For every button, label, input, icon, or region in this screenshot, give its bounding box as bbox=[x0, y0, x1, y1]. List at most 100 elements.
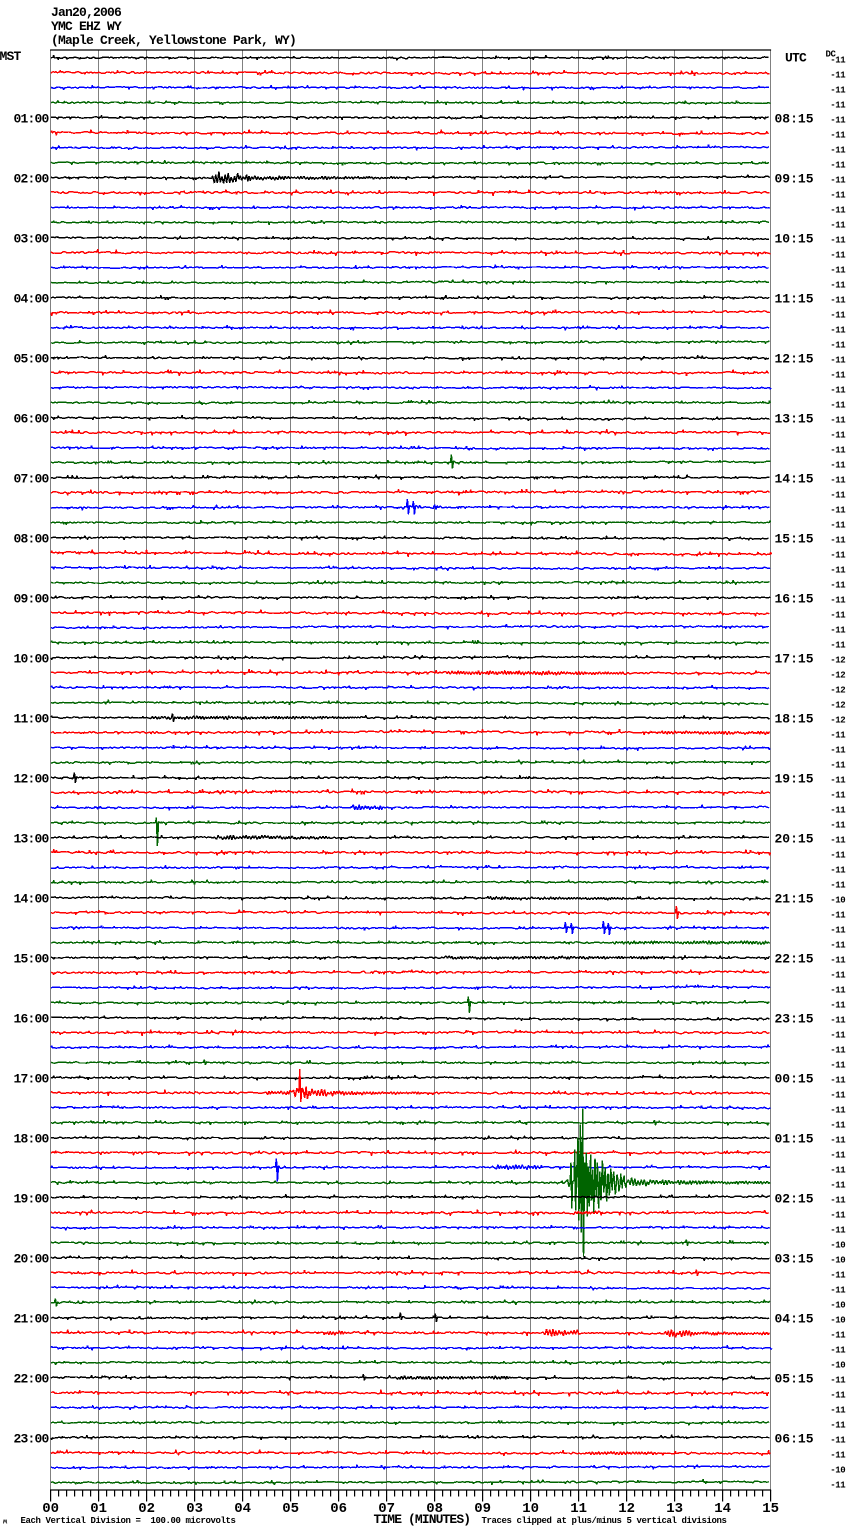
svg-text:-11: -11 bbox=[830, 881, 846, 891]
svg-text:-11: -11 bbox=[830, 371, 846, 381]
svg-text:-11: -11 bbox=[830, 866, 846, 876]
svg-text:-11: -11 bbox=[830, 956, 846, 966]
svg-text:(Maple Creek, Yellowstone Park: (Maple Creek, Yellowstone Park, WY) bbox=[51, 33, 296, 48]
svg-text:05: 05 bbox=[282, 1501, 299, 1517]
svg-text:-11: -11 bbox=[830, 1091, 846, 1101]
svg-text:-11: -11 bbox=[830, 761, 846, 771]
svg-text:22:00: 22:00 bbox=[14, 1372, 50, 1387]
svg-text:01: 01 bbox=[90, 1501, 107, 1517]
svg-text:20:00: 20:00 bbox=[14, 1252, 50, 1267]
svg-text:15:15: 15:15 bbox=[775, 532, 814, 547]
svg-text:-11: -11 bbox=[830, 356, 846, 366]
svg-text:-11: -11 bbox=[830, 851, 846, 861]
svg-text:-11: -11 bbox=[830, 311, 846, 321]
svg-text:-11: -11 bbox=[830, 1136, 846, 1146]
svg-text:-11: -11 bbox=[830, 551, 846, 561]
svg-text:09:15: 09:15 bbox=[775, 172, 814, 187]
svg-text:-11: -11 bbox=[830, 161, 846, 171]
svg-text:10:15: 10:15 bbox=[775, 232, 814, 247]
svg-text:-11: -11 bbox=[830, 116, 846, 126]
svg-text:15: 15 bbox=[762, 1501, 779, 1517]
svg-text:-11: -11 bbox=[830, 416, 846, 426]
svg-text:TIME (MINUTES): TIME (MINUTES) bbox=[374, 1512, 471, 1527]
svg-text:01:15: 01:15 bbox=[775, 1132, 814, 1147]
svg-text:19:15: 19:15 bbox=[775, 772, 814, 787]
svg-text:04: 04 bbox=[234, 1501, 251, 1517]
svg-text:08: 08 bbox=[426, 1501, 443, 1517]
svg-text:-11: -11 bbox=[830, 401, 846, 411]
svg-text:Jan20,2006: Jan20,2006 bbox=[51, 5, 122, 20]
svg-text:-11: -11 bbox=[830, 986, 846, 996]
svg-text:00: 00 bbox=[42, 1501, 59, 1517]
svg-text:-11: -11 bbox=[830, 326, 846, 336]
svg-text:-12: -12 bbox=[830, 716, 845, 726]
svg-text:-11: -11 bbox=[830, 131, 846, 141]
svg-text:-11: -11 bbox=[830, 251, 846, 261]
svg-text:-11: -11 bbox=[830, 266, 846, 276]
svg-text:-11: -11 bbox=[830, 1406, 846, 1416]
svg-text:-11: -11 bbox=[830, 611, 846, 621]
svg-text:16:00: 16:00 bbox=[14, 1012, 50, 1027]
svg-text:-11: -11 bbox=[830, 581, 846, 591]
svg-text:20:15: 20:15 bbox=[775, 832, 814, 847]
svg-text:-10: -10 bbox=[830, 1316, 845, 1326]
svg-text:-11: -11 bbox=[830, 1076, 846, 1086]
svg-text:-11: -11 bbox=[830, 1181, 846, 1191]
svg-text:19:00: 19:00 bbox=[14, 1192, 50, 1207]
svg-text:02:15: 02:15 bbox=[775, 1192, 814, 1207]
svg-text:03:00: 03:00 bbox=[14, 232, 50, 247]
svg-text:MST: MST bbox=[0, 49, 22, 64]
svg-text:11: 11 bbox=[570, 1501, 587, 1517]
svg-text:-11: -11 bbox=[830, 236, 846, 246]
svg-text:-11: -11 bbox=[830, 941, 846, 951]
svg-text:-11: -11 bbox=[830, 791, 846, 801]
svg-text:-11: -11 bbox=[830, 221, 846, 231]
svg-text:-11: -11 bbox=[830, 1106, 846, 1116]
svg-text:-11: -11 bbox=[830, 461, 846, 471]
svg-text:DC: DC bbox=[826, 50, 837, 60]
svg-text:14:15: 14:15 bbox=[775, 472, 814, 487]
svg-text:UTC: UTC bbox=[785, 51, 807, 66]
svg-text:-11: -11 bbox=[830, 86, 846, 96]
svg-text:06: 06 bbox=[330, 1501, 347, 1517]
svg-text:12:15: 12:15 bbox=[775, 352, 814, 367]
svg-text:-11: -11 bbox=[830, 836, 846, 846]
svg-text:08:15: 08:15 bbox=[775, 112, 814, 127]
svg-text:-11: -11 bbox=[830, 1121, 846, 1131]
svg-text:10:00: 10:00 bbox=[14, 652, 50, 667]
svg-text:21:15: 21:15 bbox=[775, 892, 814, 907]
svg-text:-11: -11 bbox=[830, 926, 846, 936]
svg-text:-11: -11 bbox=[830, 971, 846, 981]
svg-text:-11: -11 bbox=[830, 1001, 846, 1011]
svg-text:-11: -11 bbox=[830, 1376, 846, 1386]
svg-text:-11: -11 bbox=[830, 1481, 846, 1491]
svg-text:-11: -11 bbox=[830, 341, 846, 351]
svg-text:-11: -11 bbox=[830, 1391, 846, 1401]
svg-text:11:15: 11:15 bbox=[775, 292, 814, 307]
svg-text:-11: -11 bbox=[830, 71, 846, 81]
svg-text:13: 13 bbox=[666, 1501, 683, 1517]
svg-text:-11: -11 bbox=[830, 1286, 846, 1296]
svg-text:-11: -11 bbox=[830, 176, 846, 186]
svg-text:-11: -11 bbox=[830, 1196, 846, 1206]
svg-text:-11: -11 bbox=[830, 191, 846, 201]
svg-text:12:00: 12:00 bbox=[14, 772, 50, 787]
svg-text:23:15: 23:15 bbox=[775, 1012, 814, 1027]
svg-text:13:15: 13:15 bbox=[775, 412, 814, 427]
svg-text:-11: -11 bbox=[830, 641, 846, 651]
svg-text:-11: -11 bbox=[830, 56, 846, 66]
svg-text:01:00: 01:00 bbox=[14, 112, 50, 127]
svg-text:02: 02 bbox=[138, 1501, 155, 1517]
svg-text:-11: -11 bbox=[830, 626, 846, 636]
svg-text:-11: -11 bbox=[830, 101, 846, 111]
svg-text:04:15: 04:15 bbox=[775, 1312, 814, 1327]
svg-text:17:15: 17:15 bbox=[775, 652, 814, 667]
svg-text:-11: -11 bbox=[830, 1346, 846, 1356]
svg-text:15:00: 15:00 bbox=[14, 952, 50, 967]
svg-text:-11: -11 bbox=[830, 806, 846, 816]
svg-text:10: 10 bbox=[522, 1501, 539, 1517]
svg-text:05:00: 05:00 bbox=[14, 352, 50, 367]
svg-text:-11: -11 bbox=[830, 596, 846, 606]
svg-text:-11: -11 bbox=[830, 911, 846, 921]
svg-text:-11: -11 bbox=[830, 476, 846, 486]
